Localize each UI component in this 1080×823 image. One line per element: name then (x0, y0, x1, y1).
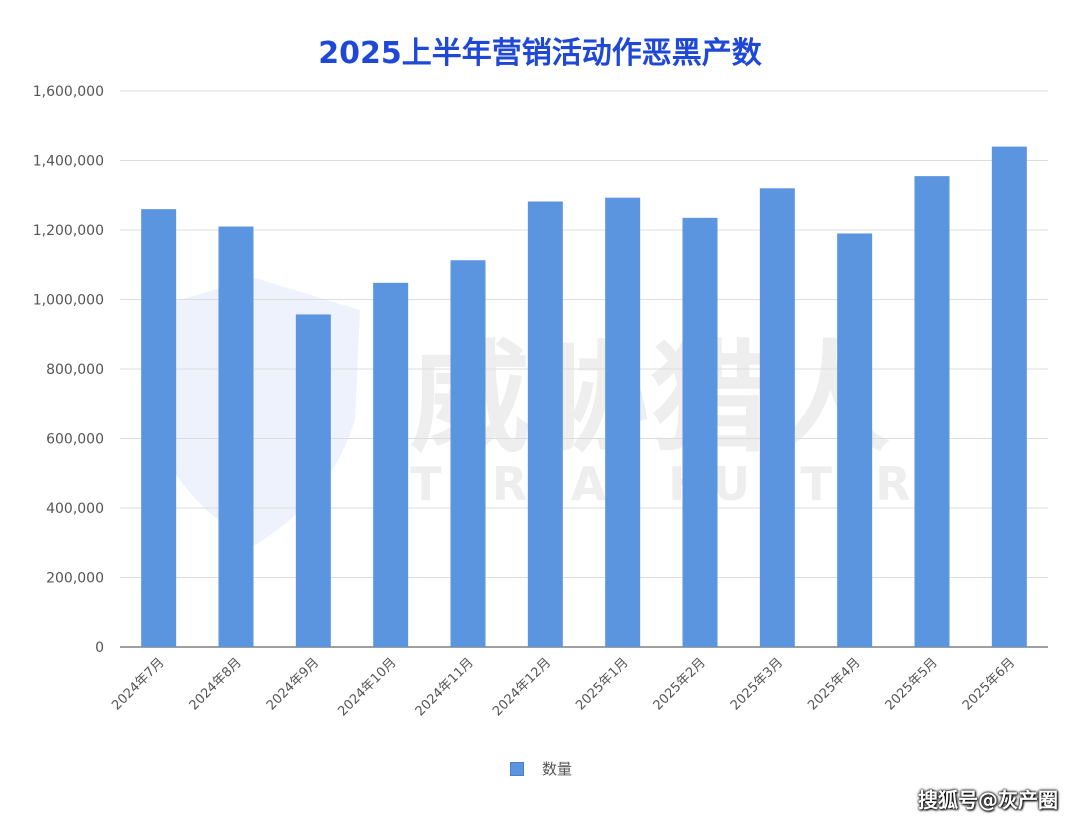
y-tick-label: 1,200,000 (33, 223, 104, 239)
y-tick-label: 1,400,000 (33, 154, 104, 170)
legend-label: 数量 (542, 760, 573, 778)
bar (682, 217, 718, 647)
x-tick-label: 2024年8月 (187, 655, 245, 713)
chart-title: 2025上半年营销活动作恶黑产数 (318, 36, 762, 71)
legend-swatch (510, 761, 524, 776)
x-tick-label: 2025年2月 (651, 655, 709, 713)
x-tick-label: 2025年6月 (960, 655, 1018, 713)
x-tick-label: 2024年9月 (264, 655, 322, 713)
y-tick-label: 0 (95, 640, 104, 656)
watermark-brand-en: THREAT HUNTER (410, 457, 917, 511)
source-watermark: 搜狐号@灰产圈 (918, 788, 1058, 812)
bar (373, 282, 409, 647)
x-tick-label: 2025年5月 (883, 655, 941, 713)
x-tick-label: 2025年1月 (573, 655, 631, 713)
y-tick-label: 200,000 (46, 571, 104, 587)
bar (450, 260, 486, 647)
watermark-brand-cn: 威胁猎人 (410, 330, 890, 469)
bar (991, 146, 1027, 647)
x-tick-label: 2025年4月 (805, 655, 863, 713)
x-tick-label: 2024年12月 (490, 655, 554, 719)
y-tick-label: 400,000 (46, 501, 104, 517)
bar (914, 176, 950, 647)
bar (141, 209, 177, 647)
y-tick-label: 800,000 (46, 362, 104, 378)
x-tick-label: 2025年3月 (728, 655, 786, 713)
bar (837, 233, 873, 647)
bar (218, 226, 254, 647)
bar (605, 197, 641, 647)
bar (295, 314, 331, 647)
bar (759, 188, 795, 648)
y-tick-label: 1,600,000 (33, 84, 104, 100)
y-tick-label: 600,000 (46, 432, 104, 448)
x-tick-label: 2024年7月 (109, 655, 167, 713)
x-tick-label: 2024年11月 (413, 655, 477, 719)
x-tick-label: 2024年10月 (335, 655, 399, 719)
y-tick-label: 1,000,000 (33, 293, 104, 309)
bar (527, 201, 563, 647)
chart-legend: 数量 (510, 758, 572, 779)
